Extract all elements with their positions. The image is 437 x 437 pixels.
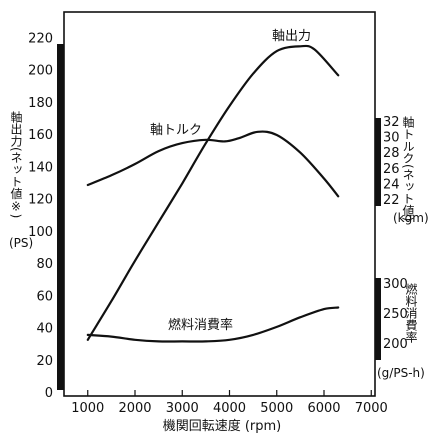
- fuel-consumption-curve: [86, 306, 340, 343]
- fuel-tick-label: 200: [383, 337, 408, 352]
- plot-frame: [63, 11, 376, 397]
- x-tick-label: 3000: [166, 401, 199, 416]
- left-tick-label: 160: [28, 128, 53, 143]
- x-tick-label: 4000: [213, 401, 246, 416]
- torque-axis-label: 軸トルク(ネット値): [401, 116, 415, 222]
- torque-tick-label: 30: [383, 131, 400, 146]
- fuel-tick-label: 300: [383, 277, 408, 292]
- torque-axis-unit: (kgm): [393, 211, 429, 225]
- torque-curve: [86, 130, 340, 198]
- axis-bars: [57, 44, 381, 390]
- series-curves: [86, 44, 340, 343]
- left-tick-label: 60: [36, 289, 53, 304]
- fuel-tick-label: 250: [383, 307, 408, 322]
- left-tick-label: 20: [36, 354, 53, 369]
- left-tick-label: 0: [45, 386, 53, 401]
- left-tick-label: 120: [28, 193, 53, 208]
- x-axis-label: 機関回転速度 (rpm): [163, 418, 282, 434]
- left-axis-ticks: 0 20 40 60 80 100 120 140 160 180 200 220: [28, 31, 53, 401]
- power-curve: [86, 44, 340, 341]
- x-tick-label: 5000: [260, 401, 293, 416]
- left-tick-label: 40: [36, 322, 53, 337]
- left-tick-label: 180: [28, 96, 53, 111]
- x-tick-label: 2000: [118, 401, 151, 416]
- series-label-power: 軸出力: [272, 29, 311, 44]
- x-tick-label: 1000: [71, 401, 104, 416]
- left-axis-unit: (PS): [9, 236, 34, 250]
- left-tick-label: 80: [36, 257, 53, 272]
- left-tick-label: 100: [28, 225, 53, 240]
- left-tick-label: 140: [28, 160, 53, 175]
- series-label-torque: 軸トルク: [150, 123, 202, 138]
- fuel-axis-label: 燃料消費率: [404, 283, 418, 343]
- torque-tick-label: 26: [383, 162, 400, 177]
- torque-tick-label: 32: [383, 115, 400, 130]
- fuel-axis-unit: (g/PS-h): [377, 366, 425, 380]
- x-tick-label: 6000: [307, 401, 340, 416]
- torque-tick-label: 22: [383, 193, 400, 208]
- torque-axis-bar: [375, 118, 381, 206]
- left-axis-label: 軸出力(ネット値※): [9, 111, 23, 219]
- series-label-fuel: 燃料消費率: [168, 317, 233, 333]
- fuel-axis-ticks: 200 250 300: [383, 277, 408, 352]
- x-tick-label: 7000: [355, 401, 388, 416]
- fuel-axis-bar: [375, 278, 381, 360]
- left-tick-label: 200: [28, 64, 53, 79]
- torque-tick-label: 24: [383, 177, 400, 192]
- left-axis-bar: [57, 44, 64, 390]
- left-tick-label: 220: [28, 31, 53, 46]
- torque-tick-label: 28: [383, 146, 400, 161]
- x-axis-ticks: 1000 2000 3000 4000 5000 6000 7000: [71, 390, 388, 416]
